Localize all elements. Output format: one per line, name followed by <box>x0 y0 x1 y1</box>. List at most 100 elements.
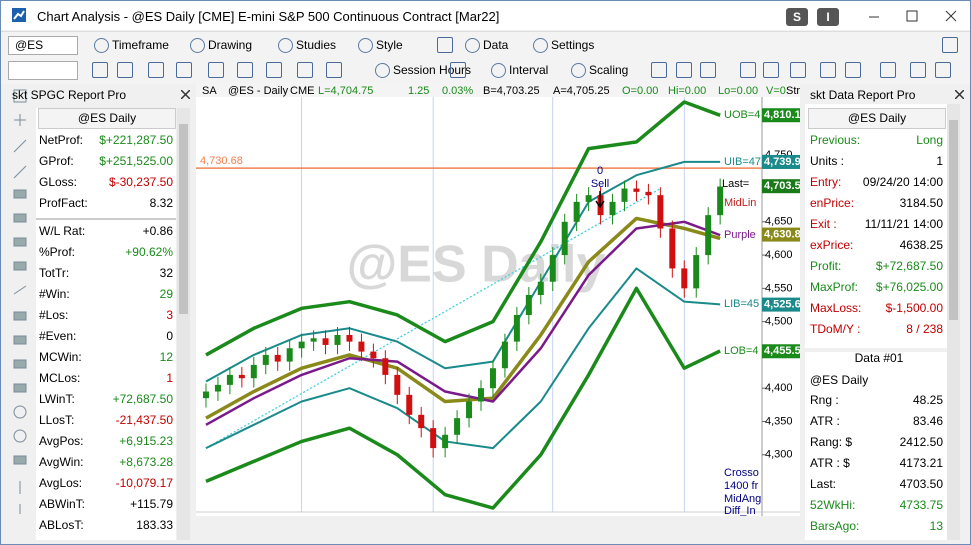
toolbar-button[interactable]: I <box>817 8 839 26</box>
price-label: 4,455.5 <box>764 345 800 357</box>
tool-icon[interactable] <box>790 62 806 78</box>
tool-icon[interactable] <box>208 62 224 78</box>
tool-icon[interactable] <box>437 37 453 53</box>
row-label: ABWinT: <box>39 497 86 511</box>
row-label: MCLos: <box>39 371 81 385</box>
price-box <box>762 154 800 169</box>
menu-item[interactable]: Studies <box>296 38 337 52</box>
candle-body <box>489 368 496 389</box>
tool-icon[interactable] <box>148 62 164 78</box>
menu-icon <box>533 38 548 53</box>
candle-body <box>705 215 712 256</box>
tool-icon[interactable] <box>740 62 756 78</box>
candle-body <box>454 418 461 435</box>
tool-icon[interactable] <box>92 62 108 78</box>
annotation: Crosso <box>724 467 759 479</box>
menu-item[interactable]: Drawing <box>208 38 253 52</box>
status-item: Lo=0.00 <box>718 85 758 97</box>
status-item: 0.03% <box>442 85 473 97</box>
candle-body <box>358 341 365 352</box>
candle-body <box>262 354 269 365</box>
row-label: GProf: <box>39 154 74 168</box>
tool-icon[interactable] <box>326 62 342 78</box>
menu-icon <box>190 38 205 53</box>
menu-item[interactable]: Style <box>376 38 403 52</box>
row-value: 4703.50 <box>899 477 943 491</box>
row-value: $+72,687.50 <box>875 259 943 273</box>
tool-icon[interactable] <box>676 62 692 78</box>
menu-icon <box>571 63 586 78</box>
candle-body <box>466 401 473 419</box>
tool-icon[interactable] <box>117 62 133 78</box>
price-box <box>762 297 800 312</box>
series-label: LOB=4 <box>724 345 759 357</box>
section-title: Data #01 <box>854 351 904 365</box>
row-value: -10,079.17 <box>115 476 173 490</box>
status-item: V=0 <box>766 85 786 97</box>
tool-icon[interactable] <box>880 62 896 78</box>
series-label: UIB=47 <box>724 156 761 168</box>
symbol-box[interactable] <box>8 61 78 80</box>
row-label: MaxLoss: <box>810 301 862 315</box>
window-title: Chart Analysis - @ES Daily [CME] E-mini … <box>37 9 500 24</box>
scrollbar[interactable] <box>947 104 960 540</box>
candle-body <box>669 228 676 269</box>
menu-item[interactable]: Timeframe <box>112 38 169 52</box>
tool-icon[interactable] <box>942 37 958 53</box>
band-line <box>205 160 721 383</box>
tool-icon[interactable] <box>651 62 667 78</box>
tool-icon[interactable] <box>845 62 861 78</box>
row-label: 52WkHi: <box>810 498 856 512</box>
tool-icon[interactable] <box>910 62 926 78</box>
close-button[interactable] <box>955 90 964 99</box>
tool-icon[interactable] <box>266 62 282 78</box>
tool-icon[interactable] <box>297 62 313 78</box>
tool-icon[interactable] <box>700 62 716 78</box>
row-label: %Prof: <box>39 245 76 259</box>
row-label: BarsAgo: <box>810 519 860 533</box>
row-value: +6,915.23 <box>119 434 173 448</box>
candle-body <box>478 388 484 402</box>
tool-icon[interactable] <box>763 62 779 78</box>
menu-icon <box>491 63 506 78</box>
menu-item[interactable]: Session Hours <box>393 63 472 77</box>
section-header: @ES Daily <box>810 373 869 387</box>
candle-body <box>549 255 556 282</box>
tool-icon[interactable] <box>176 62 192 78</box>
band-line <box>205 286 721 510</box>
status-bar <box>196 83 800 97</box>
row-label: W/L Rat: <box>39 224 86 238</box>
row-value: 3 <box>166 308 173 322</box>
window-controls[interactable] <box>861 7 961 25</box>
menu-item[interactable]: Scaling <box>589 63 629 77</box>
drawing-tools[interactable] <box>10 86 32 516</box>
candle-body <box>513 314 520 342</box>
menu-item[interactable]: Settings <box>551 38 595 52</box>
candle-body <box>214 384 221 392</box>
row-label: Exit : <box>810 217 837 231</box>
tool-icon[interactable] <box>935 62 951 78</box>
row-value: +115.79 <box>130 497 173 511</box>
row-value: 0 <box>166 329 173 343</box>
menu-icon <box>465 38 480 53</box>
row-value: 8.32 <box>149 196 173 210</box>
price-box <box>762 344 800 359</box>
row-value: 09/24/20 14:00 <box>862 175 943 189</box>
app-icon <box>12 8 26 22</box>
symbol-box[interactable]: @ES <box>8 36 78 55</box>
row-label: enPrice: <box>810 196 855 210</box>
close-button[interactable] <box>181 90 190 99</box>
menu-item[interactable]: Interval <box>509 63 549 77</box>
series-label: UOB=4 <box>724 109 760 121</box>
candle-body <box>370 351 377 359</box>
toolbar <box>1 31 970 84</box>
row-value: -21,437.50 <box>115 413 173 427</box>
row-label: MaxProf: <box>810 280 859 294</box>
tool-icon[interactable] <box>450 62 466 78</box>
tool-icon[interactable] <box>820 62 836 78</box>
row-value: 4173.21 <box>899 456 943 470</box>
scrollbar[interactable] <box>177 108 190 540</box>
toolbar-button[interactable]: S <box>786 8 808 26</box>
tool-icon[interactable] <box>237 62 253 78</box>
menu-item[interactable]: Data <box>483 38 509 52</box>
